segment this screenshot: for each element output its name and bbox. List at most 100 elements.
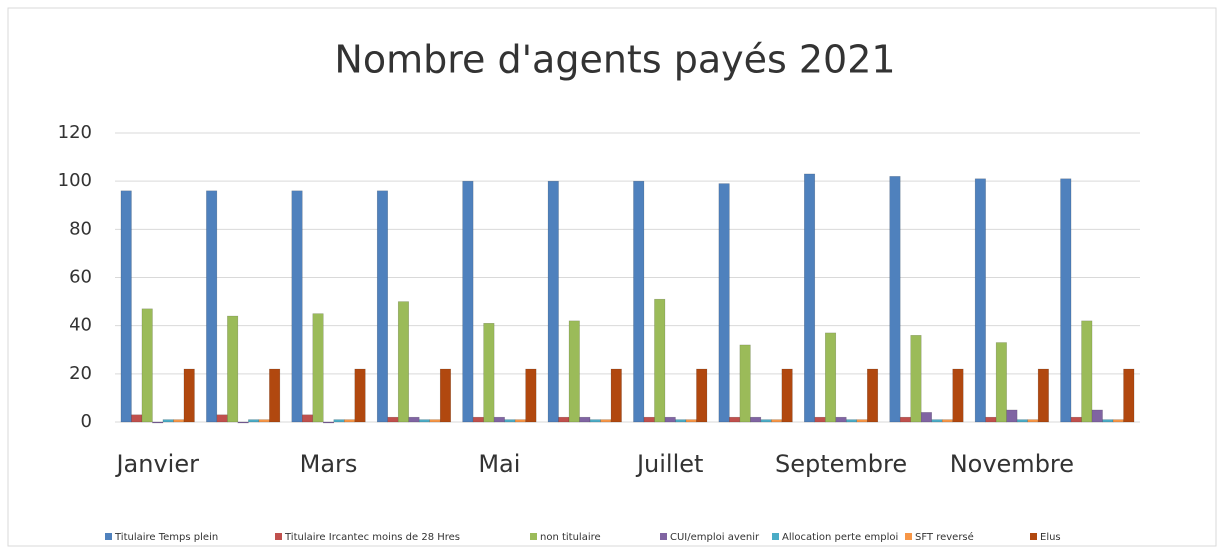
x-tick-label: Janvier: [114, 450, 199, 478]
bar: [120, 190, 132, 423]
legend-label: SFT reversé: [915, 531, 974, 543]
bar: [1102, 419, 1114, 423]
y-tick-label: 120: [58, 122, 92, 143]
legend-swatch: [660, 533, 667, 540]
bar: [1081, 320, 1093, 423]
x-tick-label: Novembre: [950, 450, 1074, 478]
bar: [323, 421, 335, 424]
bar: [952, 368, 964, 423]
bar: [718, 183, 730, 423]
x-tick-label: Septembre: [775, 450, 907, 478]
bar: [408, 416, 420, 423]
bar: [568, 320, 580, 423]
bar: [589, 419, 601, 423]
chart-title: Nombre d'agents payés 2021: [334, 38, 895, 82]
legend-label: Allocation perte emploi: [782, 532, 898, 543]
bar: [152, 421, 164, 424]
legend-swatch: [105, 533, 112, 540]
bar: [344, 419, 356, 423]
bar: [825, 332, 837, 423]
bar: [781, 368, 793, 423]
bar: [333, 419, 345, 423]
legend-label: Titulaire Ircantec moins de 28 Hres: [284, 532, 460, 543]
bar: [760, 419, 772, 423]
legend-swatch: [530, 533, 537, 540]
x-tick-label: Juillet: [635, 450, 703, 478]
bar: [729, 416, 741, 423]
bar: [771, 419, 783, 423]
bar: [814, 416, 826, 423]
bar: [227, 315, 239, 423]
bar: [1070, 416, 1082, 423]
y-tick-label: 40: [69, 315, 92, 336]
bar: [804, 173, 816, 423]
bar: [1037, 368, 1049, 423]
x-tick-label: Mai: [478, 450, 520, 478]
bar: [141, 308, 153, 423]
bar: [1123, 368, 1135, 423]
bar: [696, 368, 708, 423]
bar: [974, 178, 986, 423]
bar: [302, 414, 314, 423]
bar: [258, 419, 270, 423]
bar: [750, 416, 762, 423]
legend-swatch: [275, 533, 282, 540]
bar: [1091, 409, 1103, 423]
bar: [269, 368, 281, 423]
legend-swatch: [1030, 533, 1037, 540]
bar: [514, 419, 526, 423]
bar: [685, 419, 697, 423]
bar: [237, 421, 249, 424]
bar: [558, 416, 570, 423]
bar: [291, 190, 303, 423]
y-tick-label: 100: [58, 170, 92, 191]
bar: [547, 180, 559, 423]
bar: [1112, 419, 1124, 423]
bar: [483, 323, 495, 423]
bar: [206, 190, 218, 423]
bar: [899, 416, 911, 423]
bar: [397, 301, 409, 423]
bar: [1060, 178, 1072, 423]
bar: [131, 414, 143, 423]
legend-label: non titulaire: [540, 532, 601, 543]
bar: [610, 368, 622, 423]
bar: [462, 180, 474, 423]
bar: [439, 368, 451, 423]
bar: [216, 414, 228, 423]
legend-label: CUI/emploi avenir: [670, 532, 760, 543]
bar: [675, 419, 687, 423]
bar: [579, 416, 591, 423]
bar: [525, 368, 537, 423]
bar: [941, 419, 953, 423]
y-tick-label: 60: [69, 267, 92, 288]
bar: [493, 416, 505, 423]
y-tick-label: 80: [69, 218, 92, 239]
bar: [910, 335, 922, 423]
bar: [995, 342, 1007, 423]
legend-swatch: [905, 533, 912, 540]
bar: [654, 298, 666, 423]
bar: [183, 368, 195, 423]
bar: [664, 416, 676, 423]
bar: [856, 419, 868, 423]
bar: [600, 419, 612, 423]
legend-swatch: [772, 533, 779, 540]
bar: [162, 419, 174, 423]
bar: [472, 416, 484, 423]
bar: [889, 176, 901, 423]
bar: [633, 180, 645, 423]
bar: [312, 313, 324, 423]
x-tick-label: Mars: [300, 450, 358, 478]
bar: [643, 416, 655, 423]
bar: [387, 416, 399, 423]
bar: [1027, 419, 1039, 423]
bar: [354, 368, 366, 423]
bar: [1006, 409, 1018, 423]
bar: [173, 419, 185, 423]
y-tick-label: 0: [81, 411, 92, 432]
bar: [376, 190, 388, 423]
bar: [985, 416, 997, 423]
bar: [504, 419, 516, 423]
